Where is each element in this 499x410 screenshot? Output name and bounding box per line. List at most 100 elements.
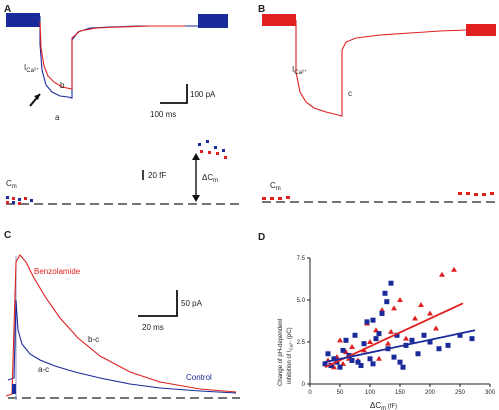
y-tick-label: 5.0 xyxy=(297,298,306,304)
panel-a-ica-label: ICa²⁺ xyxy=(24,63,39,74)
blue-square-point xyxy=(379,310,385,316)
panel-d-xlabel: ΔCm (fF) xyxy=(370,401,397,410)
red-triangle-point xyxy=(451,266,457,272)
panel-d-label: D xyxy=(258,232,265,243)
panel-a-trace-b-label: b xyxy=(60,81,65,90)
panel-c-scale-bar xyxy=(138,290,178,317)
panel-c-b-c-label: b-c xyxy=(88,335,99,344)
red-triangle-point xyxy=(397,297,403,302)
x-tick-label: 150 xyxy=(395,390,406,396)
y-tick-label: 0 xyxy=(302,382,306,388)
blue-square-point xyxy=(391,354,397,360)
red-triangle-point xyxy=(373,327,379,333)
panel-a-cm-dots-left xyxy=(6,196,33,205)
panel-b-label: B xyxy=(258,4,265,15)
panel-a-trace-a-label: a xyxy=(55,113,60,122)
blue-square-point xyxy=(355,359,361,365)
blue-square-point xyxy=(376,331,382,337)
panel-b-noise-right xyxy=(466,24,496,36)
red-triangle-point xyxy=(439,271,445,277)
panel-a-arrow-head xyxy=(34,94,40,100)
panel-a-dcm-arrow-up xyxy=(192,153,200,160)
red-triangle-point xyxy=(427,310,433,316)
panel-b-noise-left xyxy=(262,14,296,26)
blue-square-point xyxy=(352,332,358,338)
red-triangle-point xyxy=(367,339,373,344)
blue-fit-line xyxy=(324,329,476,364)
red-triangle-point xyxy=(337,337,343,343)
red-triangle-point xyxy=(412,315,418,321)
blue-square-point xyxy=(382,290,388,296)
blue-square-point xyxy=(331,356,337,362)
panel-a-dcm-arrow-down xyxy=(192,195,200,202)
x-tick-label: 250 xyxy=(455,390,466,396)
blue-square-point xyxy=(409,337,415,343)
blue-square-point xyxy=(388,280,394,286)
panel-c-scale-time: 20 ms xyxy=(142,323,164,332)
panel-a-cm-dots-right xyxy=(198,140,227,159)
red-triangle-point xyxy=(403,335,409,341)
panel-a-dcm-label: ΔCm xyxy=(202,173,218,184)
red-triangle-point xyxy=(433,325,439,331)
red-triangle-point xyxy=(379,307,385,313)
blue-square-point xyxy=(397,359,403,365)
blue-square-point xyxy=(358,363,364,369)
blue-square-point xyxy=(328,363,334,369)
red-triangle-point xyxy=(349,344,355,350)
panel-c-blue-trace xyxy=(7,299,237,394)
x-tick-label: 300 xyxy=(485,390,496,396)
panel-c-label: C xyxy=(4,230,11,241)
panel-d-ylabel-line1: Change of pH-dependent xyxy=(278,318,284,386)
blue-square-point xyxy=(343,337,349,343)
blue-square-point xyxy=(445,342,451,348)
red-triangle-point xyxy=(418,302,424,308)
panel-b-trace-c-label: c xyxy=(348,89,352,98)
x-tick-label: 50 xyxy=(337,390,344,396)
panel-b-cm-dots xyxy=(262,192,494,200)
blue-square-point xyxy=(340,347,346,353)
blue-square-point xyxy=(373,336,379,342)
blue-square-point xyxy=(421,332,427,338)
blue-square-point xyxy=(349,357,355,363)
panel-b-ica-label: ICa²⁺ xyxy=(292,65,307,76)
panel-c-control-label: Control xyxy=(186,373,212,382)
x-tick-label: 200 xyxy=(425,390,436,396)
panel-d-ylabel-line2: inhibition of ICa²⁺ (pC) xyxy=(287,327,294,384)
blue-square-point xyxy=(384,299,390,305)
blue-square-point xyxy=(370,317,376,323)
blue-square-point xyxy=(400,364,406,370)
panel-c-red-trace xyxy=(5,254,237,397)
panel-a-scale-bar xyxy=(160,84,188,104)
panel-b-red-current-trace xyxy=(295,20,467,117)
blue-square-point xyxy=(469,336,475,342)
panel-a-noise-right xyxy=(198,14,228,28)
y-tick-label: 2.5 xyxy=(297,340,306,346)
panel-c-scale-current: 50 pA xyxy=(181,299,203,308)
x-tick-label: 0 xyxy=(308,390,312,396)
panel-a-label: A xyxy=(4,4,11,15)
panel-d-scatter-plot xyxy=(322,266,476,370)
panel-a-red-current-trace xyxy=(39,21,185,90)
panel-a-scale-current: 100 pA xyxy=(190,90,216,99)
panel-a-cm-label: Cm xyxy=(6,179,17,190)
panel-b-cm-label: Cm xyxy=(270,181,281,192)
panel-c-stim-mark xyxy=(12,384,16,394)
blue-square-point xyxy=(322,361,328,367)
blue-square-point xyxy=(457,332,463,338)
blue-square-point xyxy=(367,356,373,362)
blue-square-point xyxy=(325,351,331,357)
blue-square-point xyxy=(415,351,421,357)
red-triangle-point xyxy=(385,340,391,346)
red-triangle-point xyxy=(388,328,394,334)
blue-square-point xyxy=(364,319,370,325)
panel-a-noise-left xyxy=(6,13,40,27)
blue-square-point xyxy=(370,361,376,367)
blue-square-point xyxy=(427,339,433,345)
blue-square-point xyxy=(337,364,343,370)
blue-square-point xyxy=(394,332,400,338)
red-triangle-point xyxy=(340,360,346,366)
panel-a-scale-time: 100 ms xyxy=(150,110,176,119)
red-triangle-point xyxy=(391,305,397,311)
red-triangle-point xyxy=(376,355,382,361)
